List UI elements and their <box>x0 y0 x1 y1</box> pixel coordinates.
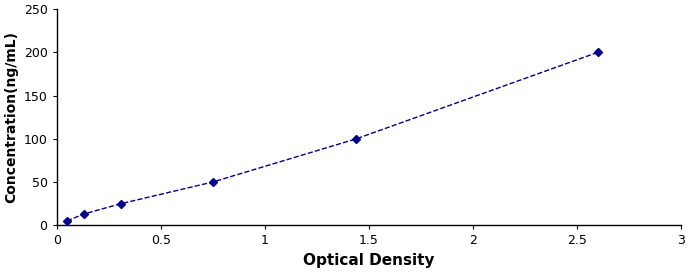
X-axis label: Optical Density: Optical Density <box>303 253 435 268</box>
Y-axis label: Concentration(ng/mL): Concentration(ng/mL) <box>4 31 18 203</box>
